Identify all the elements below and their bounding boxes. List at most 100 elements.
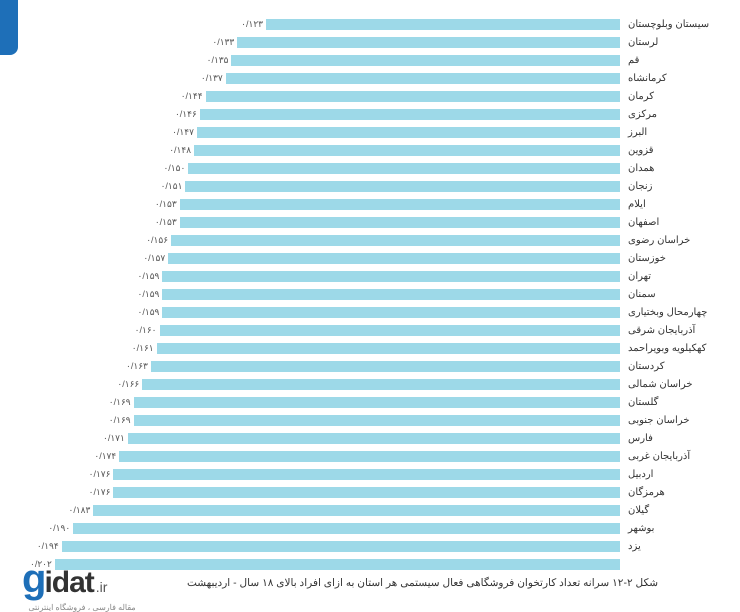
bar-area: ۰/۱۶۶	[30, 375, 620, 393]
bar	[197, 127, 620, 138]
bar-area: ۰/۲۰۲	[30, 555, 620, 573]
bar-area: ۰/۱۵۳	[30, 213, 620, 231]
bar	[237, 37, 620, 48]
value-label: ۰/۱۲۳	[241, 19, 263, 30]
value-label: ۰/۱۶۹	[109, 415, 131, 426]
watermark-g: g	[22, 557, 44, 602]
bar-chart: سیستان وبلوچستان۰/۱۲۳لرستان۰/۱۳۳قم۰/۱۳۵ک…	[30, 10, 715, 573]
bar	[113, 487, 620, 498]
bar-area: ۰/۱۴۶	[30, 105, 620, 123]
bar	[160, 325, 620, 336]
bar	[134, 397, 620, 408]
bar-area: ۰/۱۵۷	[30, 249, 620, 267]
province-label: خراسان رضوی	[620, 235, 715, 246]
accent-strip	[0, 0, 18, 55]
bar	[162, 307, 620, 318]
bar-row: آذربایجان شرقی۰/۱۶۰	[30, 321, 715, 339]
value-label: ۰/۱۵۳	[155, 199, 177, 210]
bar-area: ۰/۱۳۵	[30, 51, 620, 69]
bar-area: ۰/۱۵۹	[30, 267, 620, 285]
bar-area: ۰/۱۵۳	[30, 195, 620, 213]
bar	[55, 559, 620, 570]
province-label: خراسان جنوبی	[620, 415, 715, 426]
bar-row: فارس۰/۱۷۱	[30, 429, 715, 447]
bar-area: ۰/۱۷۶	[30, 483, 620, 501]
bar-row: آذربایجان غربی ۰/۱۷۴	[30, 447, 715, 465]
bar-row: کرمانشاه۰/۱۳۷	[30, 69, 715, 87]
bar-area: ۰/۱۴۷	[30, 123, 620, 141]
province-label: کردستان	[620, 361, 715, 372]
bar-row: کهکیلویه وبویراحمد ۰/۱۶۱	[30, 339, 715, 357]
bar-row: سمنان۰/۱۵۹	[30, 285, 715, 303]
bar-row: لرستان۰/۱۳۳	[30, 33, 715, 51]
value-label: ۰/۱۹۰	[48, 523, 70, 534]
province-label: همدان	[620, 163, 715, 174]
bar-area: ۰/۱۵۹	[30, 285, 620, 303]
value-label: ۰/۱۵۱	[161, 181, 183, 192]
bar	[62, 541, 620, 552]
bar-row: اردبیل۰/۱۷۶	[30, 465, 715, 483]
bar	[171, 235, 620, 246]
bar-area: ۰/۱۶۱	[30, 339, 620, 357]
bar-row: گلستان ۰/۱۶۹	[30, 393, 715, 411]
value-label: ۰/۱۴۷	[172, 127, 194, 138]
bar	[266, 19, 620, 30]
bar-row: قزوین۰/۱۴۸	[30, 141, 715, 159]
bar-row: خراسان شمالی۰/۱۶۶	[30, 375, 715, 393]
value-label: ۰/۱۶۳	[126, 361, 148, 372]
value-label: ۰/۱۵۹	[138, 289, 160, 300]
chart-caption: شکل ۲-۱۲ سرانه تعداد کارتخوان فروشگاهی ف…	[140, 577, 705, 589]
bar	[142, 379, 620, 390]
province-label: کهکیلویه وبویراحمد	[620, 343, 715, 354]
bar	[162, 289, 620, 300]
bar-area: ۰/۱۲۳	[30, 15, 620, 33]
province-label: آذربایجان غربی	[620, 451, 715, 462]
bar-area: ۰/۱۶۳	[30, 357, 620, 375]
bar	[157, 343, 620, 354]
value-label: ۰/۱۷۴	[94, 451, 116, 462]
bar-row: خوزستان۰/۱۵۷	[30, 249, 715, 267]
province-label: البرز	[620, 127, 715, 138]
bar-area: ۰/۱۷۴	[30, 447, 620, 465]
bar-area: ۰/۱۵۹	[30, 303, 620, 321]
bar	[206, 91, 620, 102]
value-label: ۰/۱۵۳	[155, 217, 177, 228]
bar-row: البرز ۰/۱۴۷	[30, 123, 715, 141]
value-label: ۰/۱۳۳	[212, 37, 234, 48]
bar	[93, 505, 620, 516]
bar-row: مرکزی۰/۱۴۶	[30, 105, 715, 123]
value-label: ۰/۱۶۹	[109, 397, 131, 408]
bar	[119, 451, 620, 462]
bar-row: خراسان رضوی۰/۱۵۶	[30, 231, 715, 249]
province-label: بوشهر	[620, 523, 715, 534]
bar-row: همدان۰/۱۵۰	[30, 159, 715, 177]
bar-row: چهارمحال وبختیاری۰/۱۵۹	[30, 303, 715, 321]
bar-row: گیلان۰/۱۸۳	[30, 501, 715, 519]
bar-area: ۰/۱۳۷	[30, 69, 620, 87]
value-label: ۰/۱۸۳	[68, 505, 90, 516]
province-label: مرکزی	[620, 109, 715, 120]
bar-area: ۰/۱۶۹	[30, 393, 620, 411]
bar-area: ۰/۱۷۶	[30, 465, 620, 483]
bar-row: یزد۰/۱۹۴	[30, 537, 715, 555]
bar	[185, 181, 620, 192]
bar	[134, 415, 620, 426]
province-label: کرمانشاه	[620, 73, 715, 84]
bar-row: اصفهان۰/۱۵۳	[30, 213, 715, 231]
value-label: ۰/۱۷۶	[89, 469, 111, 480]
bar-row: سیستان وبلوچستان۰/۱۲۳	[30, 15, 715, 33]
value-label: ۰/۱۶۱	[132, 343, 154, 354]
bar	[180, 217, 620, 228]
value-label: ۰/۱۳۵	[207, 55, 229, 66]
bar-row: زنجان۰/۱۵۱	[30, 177, 715, 195]
province-label: گلستان	[620, 397, 715, 408]
value-label: ۰/۱۷۶	[89, 487, 111, 498]
province-label: ایلام	[620, 199, 715, 210]
bar-row: ایلام ۰/۱۵۳	[30, 195, 715, 213]
bar	[188, 163, 620, 174]
watermark-tld: .ir	[96, 579, 108, 595]
bar-row: خراسان جنوبی ۰/۱۶۹	[30, 411, 715, 429]
bar	[194, 145, 620, 156]
bar-area: ۰/۱۳۳	[30, 33, 620, 51]
province-label: خراسان شمالی	[620, 379, 715, 390]
